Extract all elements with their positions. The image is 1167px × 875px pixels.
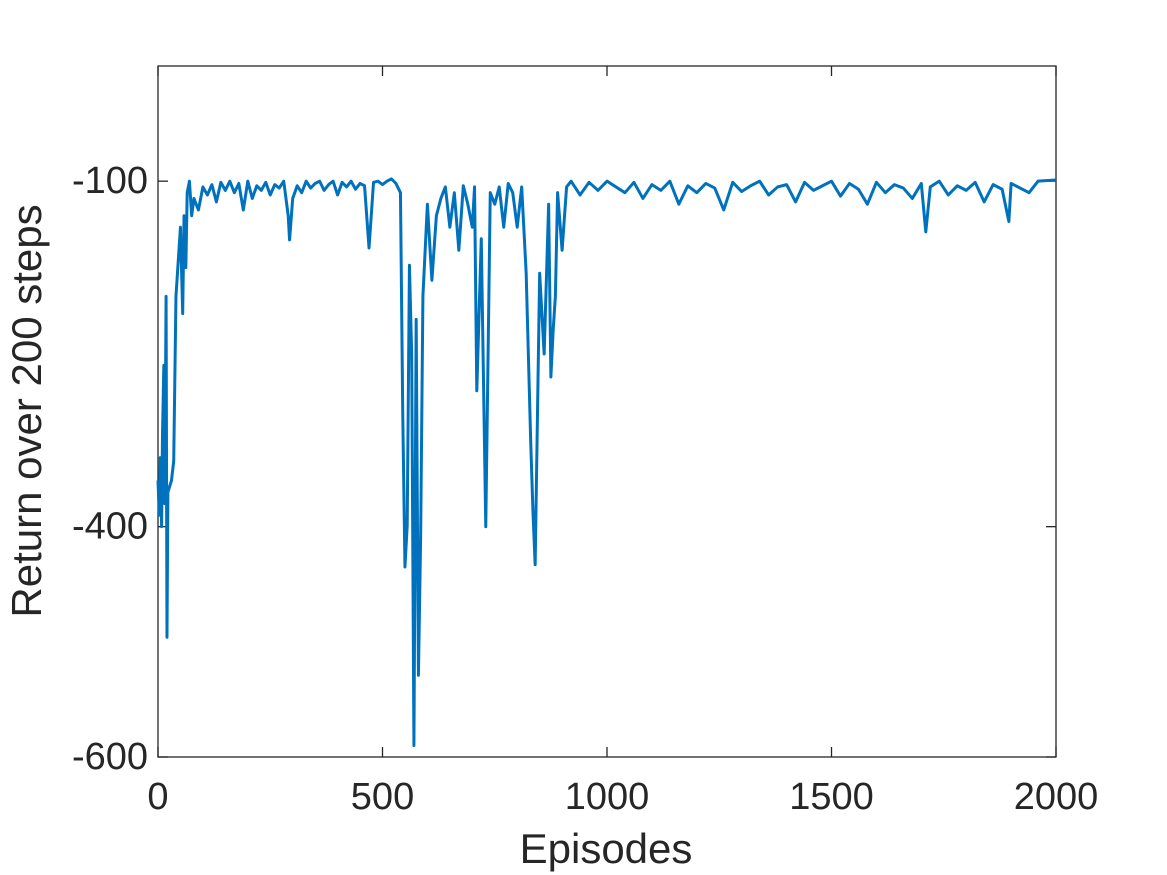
data-line [156, 177, 1057, 747]
x-tick-label: 1000 [565, 776, 650, 818]
plot-box [157, 65, 1057, 758]
x-axis-label: Episodes [520, 825, 693, 872]
y-tick-label: -100 [72, 160, 148, 202]
y-axis-label: Return over 200 steps [3, 204, 50, 617]
x-tick-label: 2000 [1014, 776, 1099, 818]
x-tick-label: 500 [351, 776, 414, 818]
y-tick-label: -400 [72, 506, 148, 548]
x-tick-label: 0 [147, 776, 168, 818]
x-tick-label: 1500 [789, 776, 874, 818]
y-tick-label: -600 [72, 736, 148, 778]
